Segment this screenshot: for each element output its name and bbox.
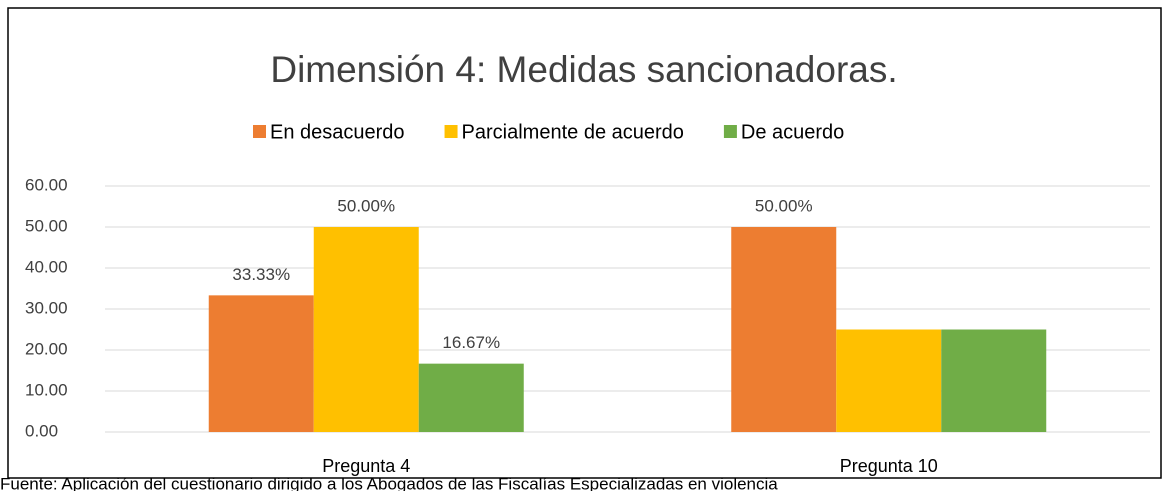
data-label: 16.67% [442, 333, 500, 352]
bar [418, 363, 524, 432]
legend-label: De acuerdo [741, 121, 844, 143]
y-tick-label: 20.00 [25, 339, 68, 358]
y-tick-label: 50.00 [25, 216, 68, 235]
bar [313, 227, 419, 432]
source-note: Fuente: Aplicación del cuestionario diri… [0, 474, 778, 491]
legend-label: En desacuerdo [270, 121, 405, 143]
chart-title: Dimensión 4: Medidas sancionadoras. [270, 49, 897, 90]
y-tick-label: 60.00 [25, 175, 68, 194]
bar [836, 329, 942, 432]
data-label: 50.00% [755, 196, 813, 215]
data-label: 50.00% [337, 196, 395, 215]
data-label: 33.33% [232, 265, 290, 284]
y-tick-label: 0.00 [25, 421, 58, 440]
y-tick-label: 40.00 [25, 257, 68, 276]
y-tick-label: 10.00 [25, 380, 68, 399]
x-tick-label: Pregunta 4 [322, 456, 410, 476]
legend-swatch [723, 125, 737, 138]
legend-label: Parcialmente de acuerdo [462, 121, 684, 143]
bar [208, 295, 314, 432]
y-tick-label: 30.00 [25, 298, 68, 317]
bar [941, 329, 1047, 432]
bar [731, 227, 837, 432]
legend-swatch [253, 125, 266, 138]
legend-swatch [444, 125, 458, 138]
x-tick-label: Pregunta 10 [840, 456, 938, 476]
